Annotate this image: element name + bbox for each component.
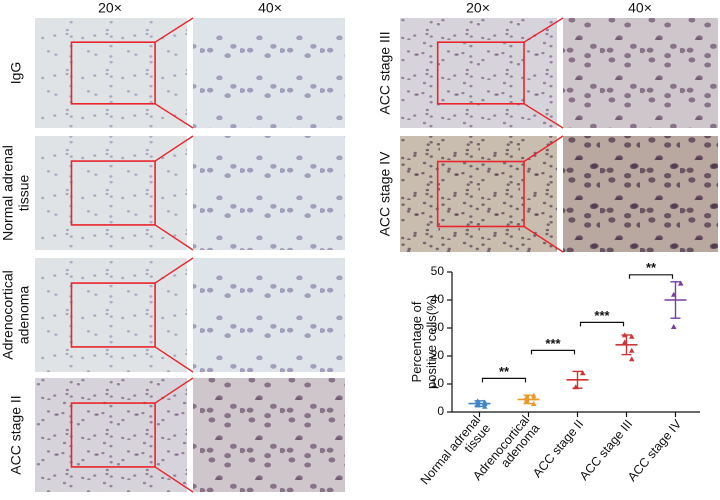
micrograph-40x — [563, 18, 718, 128]
row-label: Normal adrenal tissue — [0, 145, 32, 241]
micrograph-40x — [193, 258, 345, 372]
significance-label: *** — [594, 308, 610, 323]
micrograph-20x — [35, 18, 187, 128]
row-label-line: IgG — [8, 62, 24, 85]
row-label: Adrenocortical adenoma — [0, 270, 32, 360]
row-label-line: Normal adrenal — [0, 145, 16, 241]
zoom-box — [436, 160, 525, 228]
data-point — [481, 403, 488, 409]
micrograph-20x — [400, 18, 557, 128]
data-point — [628, 333, 635, 339]
significance-label: *** — [545, 336, 561, 351]
column-header: 40× — [258, 0, 282, 16]
micrograph-20x — [35, 258, 187, 372]
y-tick-label: 50 — [431, 264, 445, 278]
data-point — [530, 401, 537, 406]
zoom-line — [523, 103, 564, 129]
zoom-line — [154, 377, 194, 404]
row-label-line: tissue — [16, 175, 32, 212]
zoom-line — [523, 135, 564, 163]
y-axis-label-line: positive cells(%) — [424, 295, 439, 389]
micrograph-40x — [193, 18, 345, 128]
zoom-line — [154, 17, 194, 43]
significance-bracket — [481, 377, 527, 383]
zoom-line — [154, 257, 194, 284]
micrograph-40x — [563, 136, 718, 252]
data-point — [530, 392, 537, 398]
zoom-box — [70, 282, 156, 348]
zoom-line — [154, 135, 194, 162]
column-header: 40× — [628, 0, 652, 16]
x-tick-label: ACC stage II — [530, 417, 586, 480]
column-header: 20× — [466, 0, 490, 16]
y-axis-label: Percentage of positive cells(%) — [409, 295, 439, 389]
y-tick-label: 30 — [431, 320, 445, 334]
zoom-box — [70, 160, 156, 226]
row-label-line: adenoma — [16, 286, 32, 345]
micrograph-20x — [35, 378, 187, 492]
row-label: ACC stage II — [8, 395, 24, 474]
micrograph-40x — [193, 136, 345, 250]
zoom-line — [154, 346, 194, 373]
zoom-box — [70, 41, 156, 105]
significance-bracket — [579, 321, 625, 327]
significance-label: ** — [646, 260, 657, 275]
row-label-line: Adrenocortical — [0, 270, 16, 360]
micrograph-20x — [35, 136, 187, 250]
row-label: IgG — [8, 62, 24, 85]
y-tick-label: 40 — [431, 292, 445, 306]
zoom-box — [436, 41, 525, 105]
zoom-line — [523, 17, 564, 43]
significance-bracket — [628, 274, 674, 279]
zoom-line — [154, 466, 194, 493]
zoom-line — [154, 103, 194, 129]
zoom-line — [523, 225, 564, 253]
micrograph-40x — [193, 378, 345, 492]
row-label: ACC stage III — [377, 31, 393, 114]
column-header: 20× — [98, 0, 122, 16]
data-point — [670, 324, 677, 329]
micrograph-20x — [400, 136, 557, 252]
data-point — [579, 370, 586, 376]
data-point — [628, 347, 635, 353]
y-tick-label: 0 — [437, 404, 444, 418]
data-point — [677, 280, 684, 286]
x-tick-label-line: ACC stage II — [530, 417, 586, 480]
row-label-line: ACC stage IV — [377, 151, 393, 236]
significance-label: ** — [499, 364, 510, 379]
y-tick-label: 20 — [431, 348, 445, 362]
row-label-line: ACC stage II — [8, 395, 24, 474]
data-point — [628, 356, 635, 362]
y-axis-label-line: Percentage of — [409, 301, 424, 382]
significance-bracket — [530, 349, 576, 355]
row-label: ACC stage IV — [377, 151, 393, 236]
row-label-line: ACC stage III — [377, 31, 393, 114]
zoom-box — [70, 402, 156, 468]
y-tick-label: 10 — [431, 376, 445, 390]
zoom-line — [154, 224, 194, 251]
